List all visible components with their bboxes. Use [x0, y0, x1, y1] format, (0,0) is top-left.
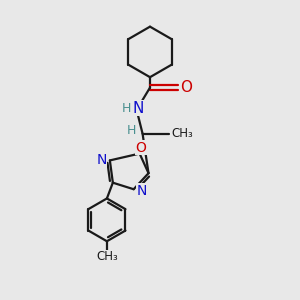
Text: H: H — [122, 102, 131, 115]
Text: N: N — [96, 153, 107, 167]
Text: O: O — [135, 141, 146, 154]
Text: N: N — [137, 184, 147, 198]
Text: CH₃: CH₃ — [96, 250, 118, 263]
Text: N: N — [132, 100, 144, 116]
Text: H: H — [127, 124, 136, 136]
Text: CH₃: CH₃ — [171, 127, 193, 140]
Text: O: O — [180, 80, 192, 95]
